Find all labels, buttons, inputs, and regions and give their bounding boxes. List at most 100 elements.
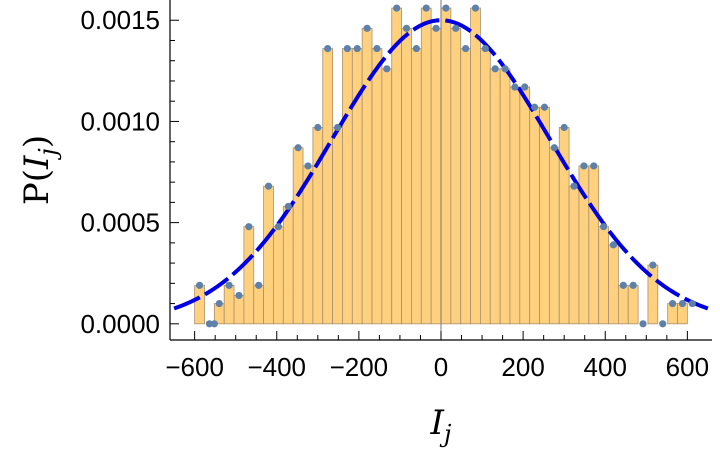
data-point <box>422 4 430 12</box>
histogram-bar <box>282 206 294 325</box>
y-tick-label: 0.0000 <box>80 309 160 339</box>
histogram-bar <box>243 226 255 325</box>
data-point <box>540 103 549 111</box>
data-point <box>393 4 401 12</box>
data-point <box>619 281 627 289</box>
data-point <box>205 320 214 328</box>
data-point <box>452 24 460 32</box>
histogram-bar <box>470 7 481 325</box>
histogram-bar <box>627 284 639 325</box>
data-point <box>353 44 361 53</box>
data-point <box>531 103 539 111</box>
data-point <box>678 299 687 308</box>
data-point <box>294 144 302 152</box>
data-point <box>363 24 371 32</box>
data-point <box>225 281 233 289</box>
tick-labels: −600 −400 −200 0 200 400 600 0.0000 0.0005 0.0010… <box>80 5 709 382</box>
histogram-bar <box>460 48 471 325</box>
data-point <box>195 281 204 289</box>
data-point <box>333 123 342 132</box>
histogram-bar <box>529 106 540 325</box>
histogram-bar <box>292 147 304 325</box>
data-point <box>590 162 598 170</box>
data-point <box>688 299 696 308</box>
histogram-bar <box>608 244 619 325</box>
x-tick-label: −200 <box>330 352 389 382</box>
data-point <box>471 4 480 12</box>
histogram-bar <box>391 7 402 325</box>
histogram-bar <box>342 48 353 325</box>
data-point <box>629 281 637 289</box>
data-point <box>210 320 218 328</box>
data-point <box>609 241 618 249</box>
data-point <box>412 44 420 53</box>
histogram-bar <box>381 68 393 325</box>
data-point <box>314 123 322 132</box>
data-point <box>215 299 223 308</box>
histogram-bar <box>509 86 521 325</box>
histogram-bar <box>617 284 629 325</box>
data-point <box>462 44 470 53</box>
histogram-bar <box>253 284 265 325</box>
data-point <box>668 299 677 308</box>
data-point <box>324 44 332 53</box>
x-tick-label: 600 <box>666 352 709 382</box>
y-tick-label: 0.0005 <box>80 208 160 238</box>
gaussian-curve <box>173 18 709 311</box>
y-tick-label: 0.0010 <box>80 106 160 136</box>
histogram-bar <box>480 48 491 325</box>
data-point <box>659 320 667 328</box>
histogram-bar <box>420 7 432 325</box>
histogram-bar <box>194 284 205 325</box>
data-point <box>274 223 282 231</box>
histogram-bar <box>539 106 550 325</box>
axes <box>169 0 712 341</box>
histogram-bar <box>332 127 343 325</box>
data-point <box>235 291 243 300</box>
y-axis-label: P(Ij) <box>17 135 62 205</box>
data-point <box>560 123 568 132</box>
data-point <box>245 223 253 231</box>
x-tick-label: 0 <box>434 352 448 382</box>
histogram-bar <box>588 165 600 325</box>
data-point <box>264 182 273 190</box>
data-point <box>255 281 263 289</box>
histogram-bar <box>263 185 274 325</box>
data-point <box>304 162 312 170</box>
x-tick-label: 200 <box>501 352 544 382</box>
histogram-bar <box>322 48 333 325</box>
data-point <box>284 202 292 211</box>
histogram-bar <box>411 48 422 325</box>
data-point <box>402 24 411 32</box>
histogram-bar <box>430 27 442 325</box>
data-point <box>343 44 351 53</box>
histogram-bar <box>440 7 452 325</box>
data-point <box>570 182 578 190</box>
histogram-bar <box>233 295 245 325</box>
histogram-bar <box>361 27 373 325</box>
data-point <box>501 65 509 73</box>
histogram-bar <box>568 185 580 325</box>
histogram-bar <box>401 27 412 325</box>
histogram-bar <box>489 68 501 325</box>
histogram-bar <box>499 68 511 325</box>
histogram-bar <box>371 48 383 325</box>
data-points <box>195 4 696 328</box>
data-point <box>580 162 588 170</box>
histogram-bar <box>273 226 284 325</box>
x-tick-label: −400 <box>247 352 306 382</box>
data-point <box>639 320 647 328</box>
data-point <box>521 83 529 91</box>
data-point <box>481 44 489 53</box>
data-point <box>511 83 519 91</box>
y-tick-label: 0.0015 <box>80 5 160 35</box>
x-axis-label: Ij <box>430 403 452 448</box>
x-tick-label: −600 <box>165 352 224 382</box>
histogram-bar <box>223 284 235 325</box>
data-point <box>442 4 450 12</box>
x-tick-label: 400 <box>584 352 627 382</box>
histogram-bar <box>519 86 531 325</box>
data-point <box>550 144 558 152</box>
histogram-bar <box>302 165 314 325</box>
